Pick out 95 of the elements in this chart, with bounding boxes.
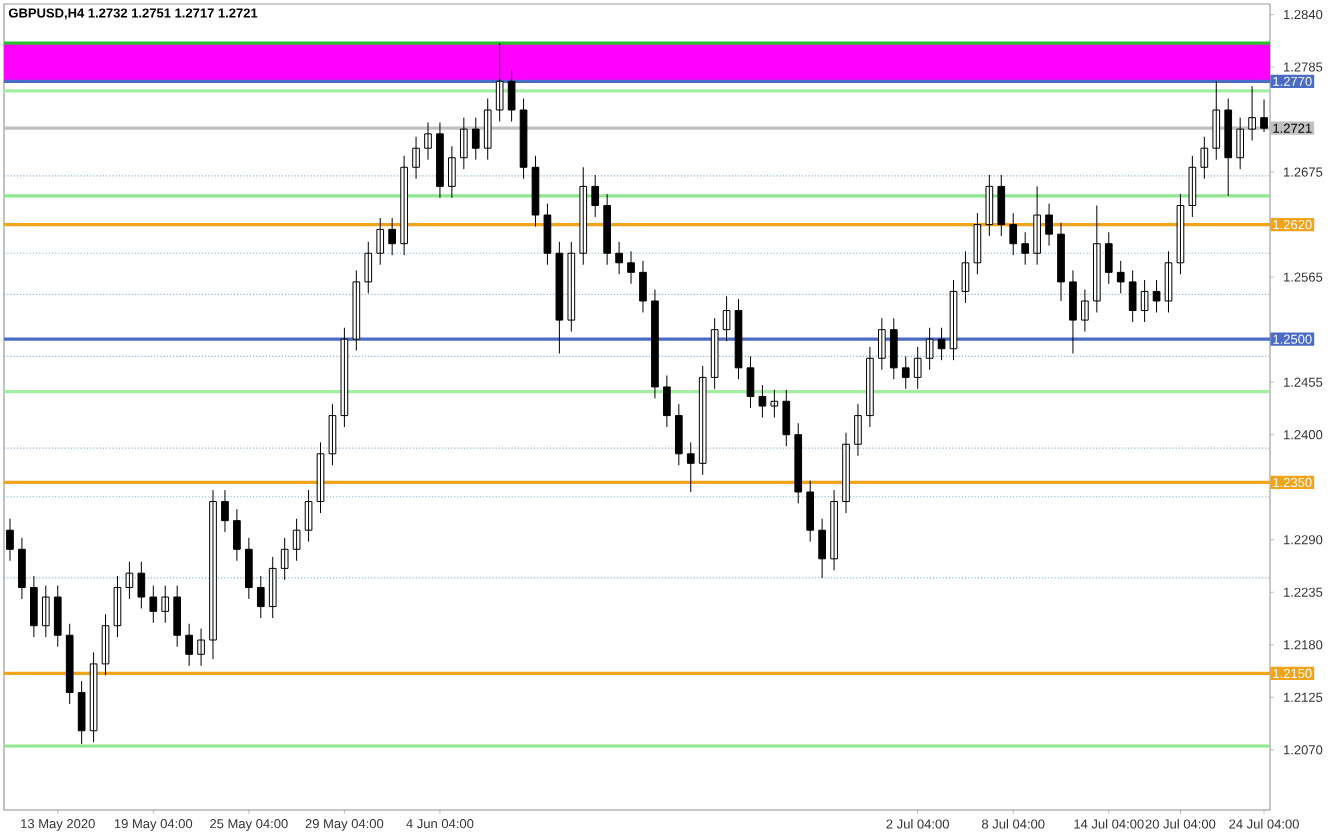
candlestick <box>901 355 910 390</box>
candlestick <box>304 489 313 543</box>
candlestick <box>889 317 898 380</box>
candlestick <box>878 317 886 371</box>
candlestick <box>197 628 205 667</box>
candlestick <box>245 537 253 600</box>
candlestick <box>400 155 408 256</box>
candlestick <box>125 561 134 600</box>
candlestick <box>388 217 397 256</box>
candlestick <box>280 537 289 581</box>
candlestick <box>854 403 862 457</box>
candlestick <box>698 365 707 476</box>
candlestick <box>603 193 611 266</box>
candlestick <box>41 585 50 638</box>
candlestick <box>973 212 982 275</box>
candlestick <box>1104 231 1113 285</box>
candlestick <box>173 585 182 648</box>
candlestick <box>543 203 552 266</box>
candlestick <box>842 432 850 514</box>
candlestick <box>1260 98 1268 133</box>
candlestick <box>1045 203 1053 247</box>
candlestick <box>352 269 361 352</box>
candlestick <box>1081 289 1089 333</box>
candlestick <box>1021 231 1030 266</box>
candlestick <box>459 117 468 170</box>
candlestick <box>18 537 26 600</box>
candlestick <box>782 389 791 447</box>
candlestick <box>579 166 588 266</box>
candlestick <box>818 518 826 579</box>
candlestick <box>149 585 158 624</box>
candlestick <box>997 174 1006 237</box>
candlestick <box>651 289 659 399</box>
candlestick <box>1116 260 1125 294</box>
candlestick <box>1140 279 1149 323</box>
candlestick <box>686 441 695 493</box>
candlestick <box>1176 193 1185 275</box>
candlestick <box>1224 98 1233 197</box>
candlestick <box>555 241 564 355</box>
candlestick <box>53 585 62 648</box>
candlestick <box>292 518 301 562</box>
candlestick <box>412 136 420 180</box>
candlestick <box>209 489 217 660</box>
candlestick <box>1188 155 1197 218</box>
candlestick <box>424 121 432 161</box>
candlestick <box>1236 117 1244 170</box>
candlestick <box>615 241 623 275</box>
candlestick <box>591 174 600 218</box>
candlestick <box>758 384 767 418</box>
candlestick <box>436 121 444 199</box>
candlestick <box>65 623 74 705</box>
candlestick <box>1128 269 1137 323</box>
candlestick <box>639 260 647 313</box>
candlestick <box>483 98 492 161</box>
candlestick <box>1009 212 1018 256</box>
candlestick <box>567 241 576 333</box>
candlestick <box>30 575 38 638</box>
candlestick <box>495 42 504 122</box>
candlestick <box>937 327 946 361</box>
candlestick <box>364 241 373 294</box>
candlestick <box>471 117 480 161</box>
candlestick <box>663 374 671 428</box>
candlestick <box>328 403 337 466</box>
candlestick <box>376 217 385 266</box>
candlestick <box>710 317 719 390</box>
candlestick <box>6 518 14 562</box>
candlestick <box>925 327 934 371</box>
candlestick <box>256 575 265 619</box>
candlestick <box>770 389 779 418</box>
candlestick <box>1248 85 1256 142</box>
candlestick <box>161 585 170 624</box>
candlestick <box>268 556 277 619</box>
candlestick <box>1200 136 1209 180</box>
candlestick <box>137 561 146 609</box>
candlestick <box>340 327 349 428</box>
candlestick <box>1092 204 1101 313</box>
candlestick <box>185 623 193 667</box>
candlestick <box>221 489 229 533</box>
candlestick <box>830 489 838 571</box>
candlestick <box>1069 269 1077 355</box>
candlestick <box>77 680 86 745</box>
candlestick <box>507 69 516 122</box>
candlestick <box>89 651 98 743</box>
candlestick <box>448 145 456 199</box>
candlestick <box>866 346 874 428</box>
candlestick <box>1057 222 1065 302</box>
candlestick <box>806 480 815 543</box>
candlestick <box>674 403 683 466</box>
candlestick <box>233 508 241 562</box>
candlestick <box>985 174 994 237</box>
candlestick <box>627 250 635 285</box>
candlestick <box>1212 80 1221 161</box>
candlestick <box>1033 185 1041 266</box>
candlestick <box>794 422 803 504</box>
candlestick <box>722 295 731 342</box>
candlestick <box>913 346 922 390</box>
